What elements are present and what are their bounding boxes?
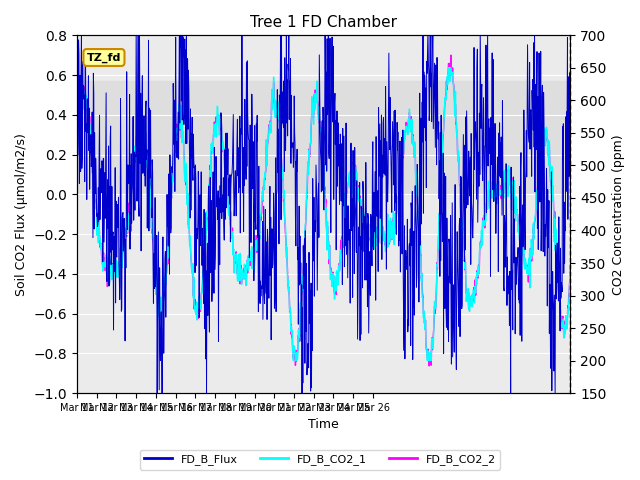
- Y-axis label: Soil CO2 Flux (μmol/m2/s): Soil CO2 Flux (μmol/m2/s): [15, 133, 28, 296]
- Title: Tree 1 FD Chamber: Tree 1 FD Chamber: [250, 15, 397, 30]
- Y-axis label: CO2 Concentration (ppm): CO2 Concentration (ppm): [612, 134, 625, 295]
- Text: TZ_fd: TZ_fd: [87, 52, 121, 63]
- Legend: FD_B_Flux, FD_B_CO2_1, FD_B_CO2_2: FD_B_Flux, FD_B_CO2_1, FD_B_CO2_2: [140, 450, 500, 469]
- X-axis label: Time: Time: [308, 419, 339, 432]
- Bar: [77, 81, 570, 194]
